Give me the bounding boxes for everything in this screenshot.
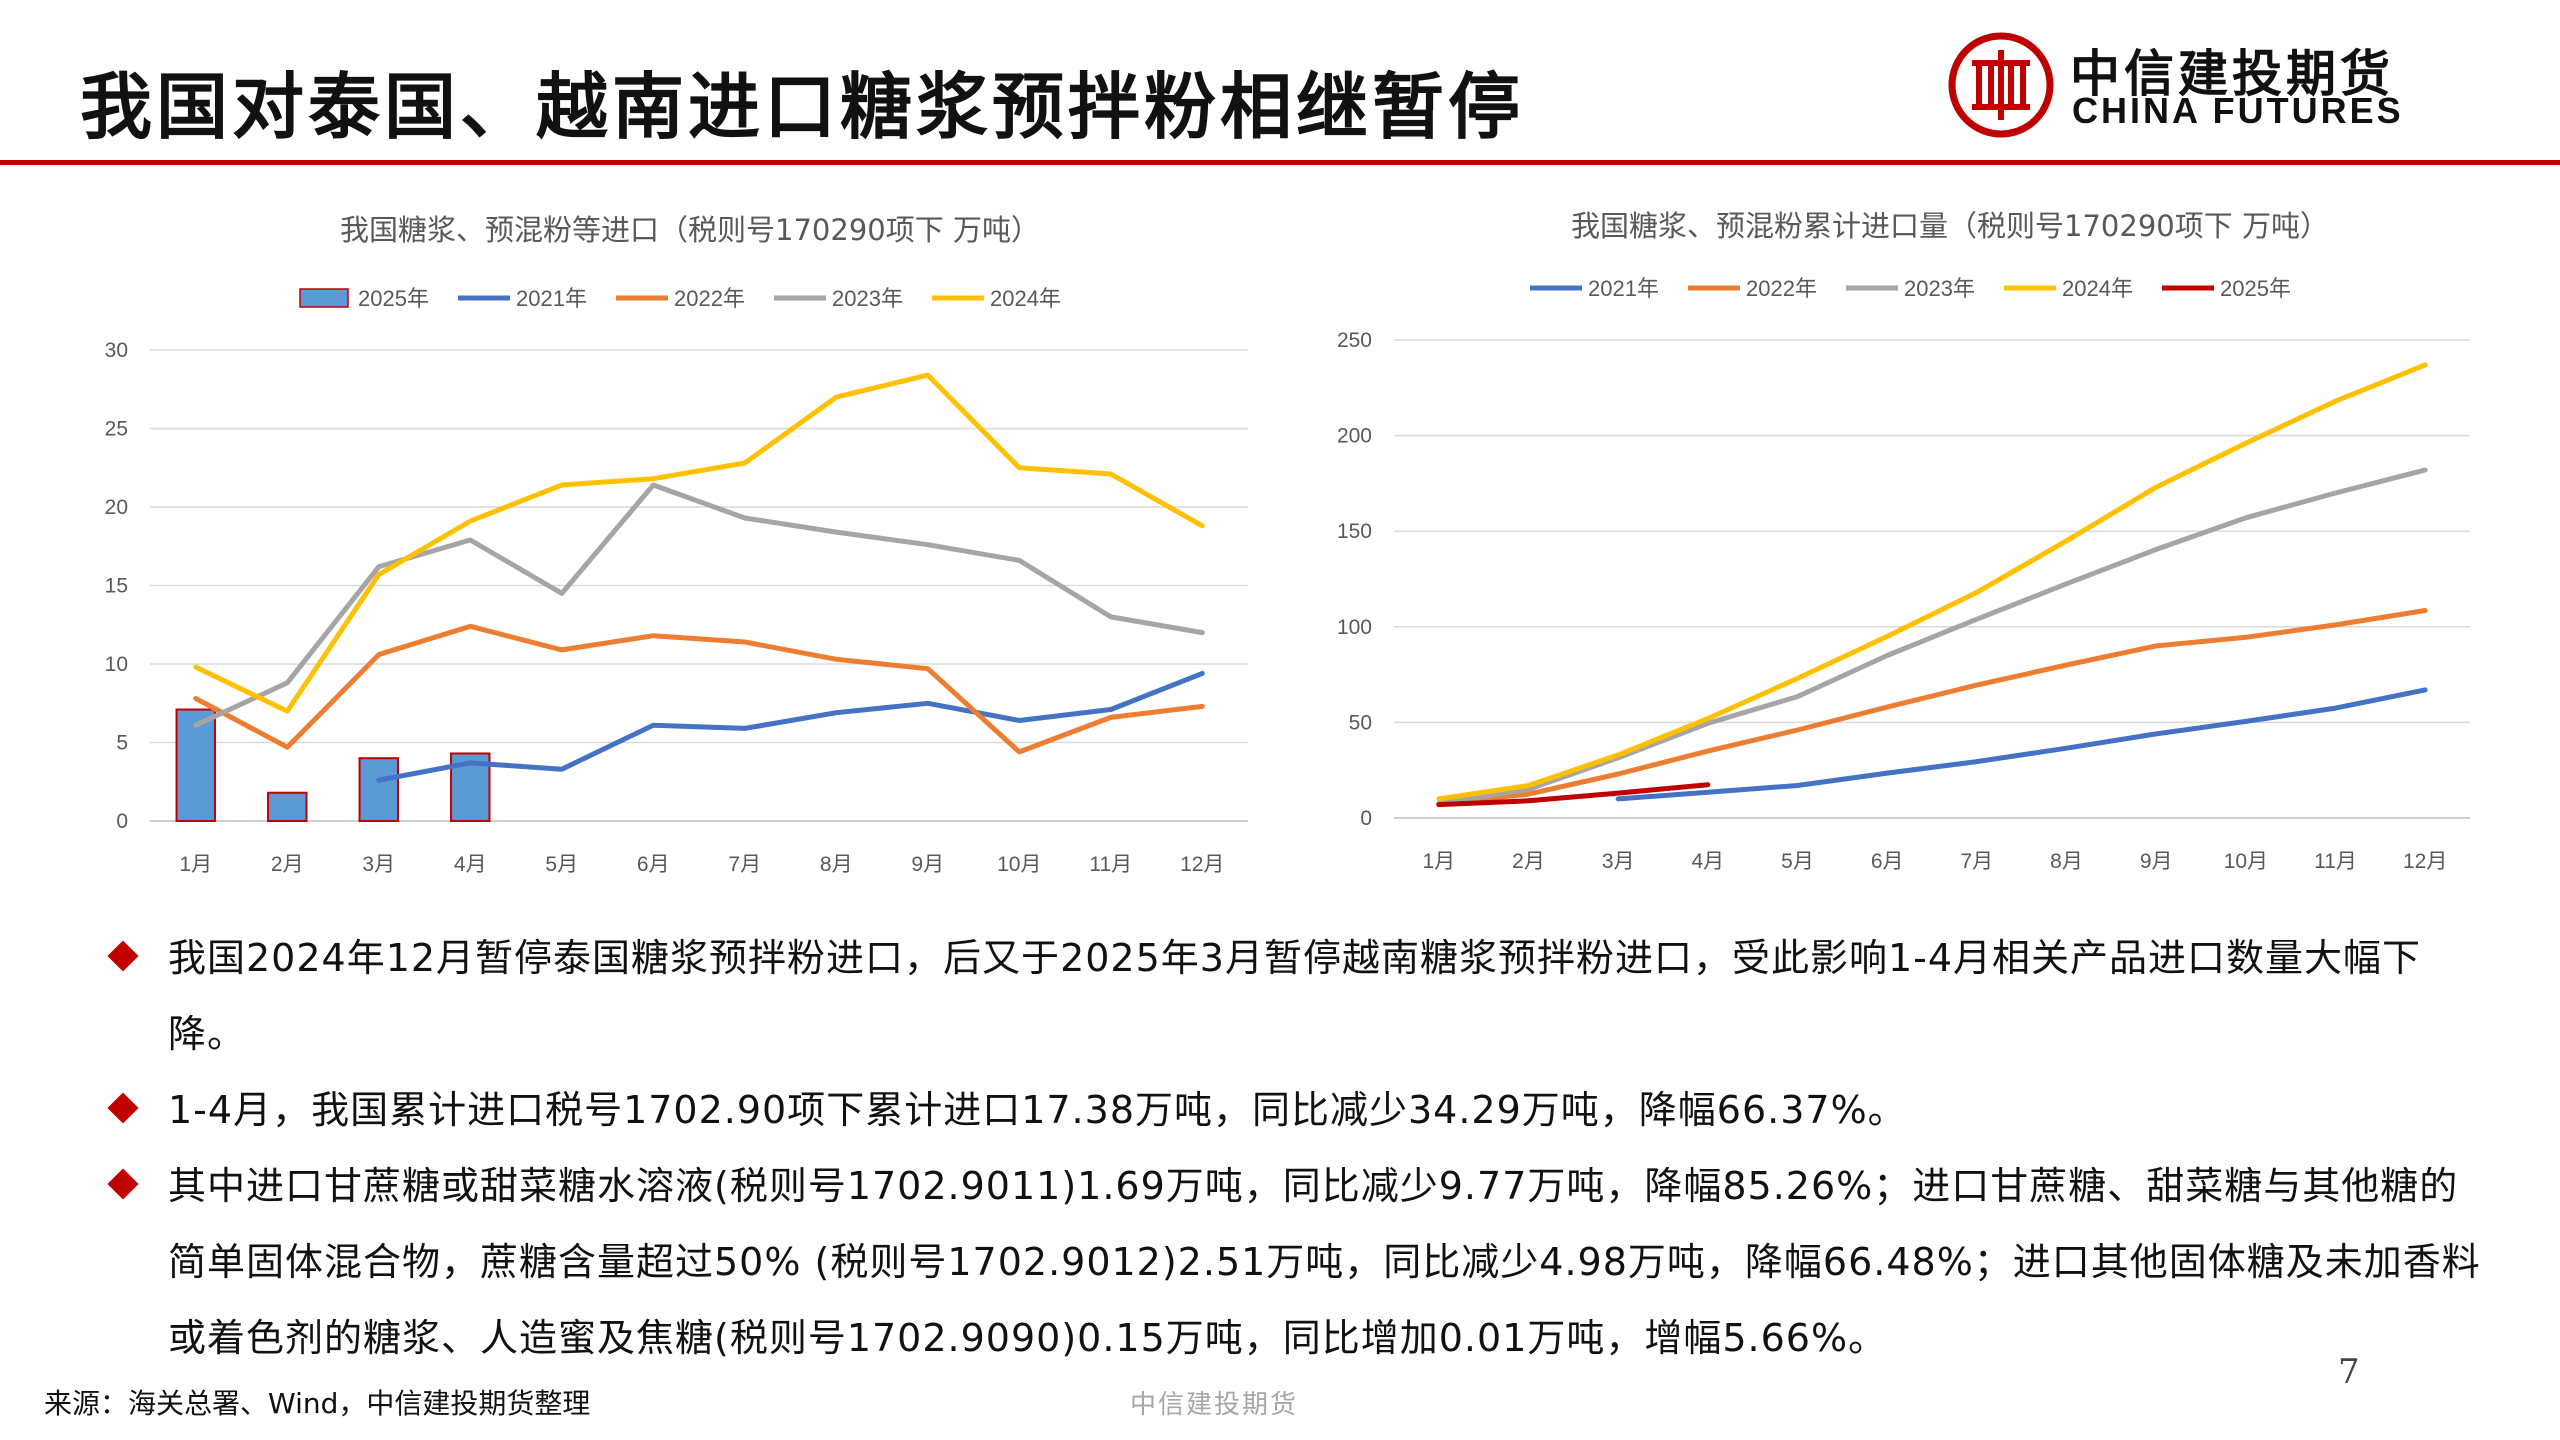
diamond-bullet-icon [107, 1092, 139, 1124]
y-tick-label: 0 [1360, 807, 1372, 830]
diamond-bullet-icon [107, 1168, 139, 1200]
diamond-bullet-icon [107, 940, 139, 972]
series-line-2021年 [376, 670, 1205, 783]
legend-label: 2025年 [2220, 276, 2291, 301]
x-tick-label: 11月 [2314, 850, 2357, 873]
series-line-2023年 [193, 482, 1205, 728]
monthly-import-chart: 我国糖浆、预混粉等进口（税则号170290项下 万吨） 0 5 10 15 20 25 30 1… [105, 213, 1248, 876]
series-line-2024年 [1436, 362, 2428, 802]
x-tick-label: 2月 [1512, 850, 1545, 873]
bullet-item: 1-4月，我国累计进口税号1702.90项下累计进口17.38万吨，同比减少34… [107, 1072, 2488, 1148]
x-tick-label: 8月 [820, 853, 853, 876]
bar-2025年 [267, 791, 308, 822]
x-tick-label: 3月 [1602, 850, 1635, 873]
x-tick-label: 5月 [545, 853, 578, 876]
footer-brand: 中信建投期货 [1130, 1390, 1299, 1420]
x-tick-label: 10月 [2224, 850, 2268, 873]
series-line-2025年 [1436, 782, 1711, 808]
series-line-2022年 [193, 623, 1205, 755]
y-tick-label: 250 [1337, 329, 1372, 352]
legend-swatch-2025年 [299, 288, 349, 308]
x-tick-label: 12月 [1180, 853, 1224, 876]
title-divider [0, 160, 2560, 165]
y-tick-label: 150 [1337, 520, 1372, 543]
citic-emblem-icon [1948, 32, 2054, 138]
x-tick-label: 4月 [454, 853, 487, 876]
company-logo: 中信建投期货 CHINA FUTURES [1948, 30, 2508, 140]
legend-label: 2021年 [1588, 276, 1659, 301]
series-line-2022年 [1436, 608, 2428, 807]
bullet-text: 1-4月，我国累计进口税号1702.90项下累计进口17.38万吨，同比减少34… [168, 1088, 1907, 1132]
logo-text-en: CHINA FUTURES [2072, 90, 2404, 131]
legend-label: 2022年 [1746, 276, 1817, 301]
legend-label: 2024年 [990, 286, 1061, 311]
x-tick-label: 9月 [2140, 850, 2173, 873]
legend-label: 2023年 [832, 286, 903, 311]
y-tick-label: 200 [1337, 425, 1372, 448]
bullet-text: 其中进口甘蔗糖或甜菜糖水溶液(税则号1702.9011)1.69万吨，同比减少9… [168, 1164, 2481, 1360]
y-tick-label: 10 [105, 653, 128, 676]
series-line-2021年 [1615, 687, 2428, 802]
y-tick-label: 25 [105, 418, 128, 441]
x-tick-label: 1月 [1422, 850, 1455, 873]
x-tick-label: 3月 [362, 853, 395, 876]
bar-2025年 [175, 708, 216, 822]
x-tick-label: 11月 [1089, 853, 1132, 876]
x-tick-label: 8月 [2050, 850, 2083, 873]
x-tick-label: 4月 [1691, 850, 1724, 873]
y-tick-label: 30 [105, 339, 128, 362]
series-line-2023年 [1436, 467, 2428, 807]
x-tick-label: 5月 [1781, 850, 1814, 873]
x-tick-label: 2月 [271, 853, 304, 876]
legend-label: 2022年 [674, 286, 745, 311]
y-tick-label: 0 [116, 810, 128, 833]
y-tick-label: 15 [105, 575, 128, 598]
chart-title: 我国糖浆、预混粉累计进口量（税则号170290项下 万吨） [1571, 209, 2329, 243]
x-tick-label: 12月 [2403, 850, 2447, 873]
legend-label: 2023年 [1904, 276, 1975, 301]
y-tick-label: 100 [1337, 616, 1372, 639]
x-tick-label: 9月 [911, 853, 944, 876]
bullet-list: 我国2024年12月暂停泰国糖浆预拌粉进口，后又于2025年3月暂停越南糖浆预拌… [107, 920, 2488, 1376]
bar-2025年 [358, 757, 399, 823]
legend-label: 2021年 [516, 286, 587, 311]
x-tick-label: 6月 [1871, 850, 1904, 873]
legend-label: 2024年 [2062, 276, 2133, 301]
bullet-item: 我国2024年12月暂停泰国糖浆预拌粉进口，后又于2025年3月暂停越南糖浆预拌… [107, 920, 2488, 1072]
x-tick-label: 7月 [728, 853, 761, 876]
cumulative-import-chart: 我国糖浆、预混粉累计进口量（税则号170290项下 万吨） 0 50 100 150 20… [1337, 209, 2470, 873]
y-tick-label: 20 [105, 496, 128, 519]
series-line-2024年 [193, 372, 1205, 714]
page-title: 我国对泰国、越南进口糖浆预拌粉相继暂停 [80, 64, 1525, 149]
legend-label: 2025年 [358, 286, 429, 311]
logo-text-cn: 中信建投期货 [2070, 45, 2394, 103]
bullet-text: 我国2024年12月暂停泰国糖浆预拌粉进口，后又于2025年3月暂停越南糖浆预拌… [168, 936, 2422, 1056]
x-tick-label: 10月 [997, 853, 1041, 876]
chart-title: 我国糖浆、预混粉等进口（税则号170290项下 万吨） [340, 213, 1040, 247]
bullet-item: 其中进口甘蔗糖或甜菜糖水溶液(税则号1702.9011)1.69万吨，同比减少9… [107, 1148, 2488, 1376]
y-tick-label: 5 [116, 732, 128, 755]
page-number: 7 [2338, 1352, 2360, 1392]
x-tick-label: 7月 [1960, 850, 1993, 873]
x-tick-label: 6月 [637, 853, 670, 876]
y-tick-label: 50 [1349, 711, 1372, 734]
source-note: 来源：海关总署、Wind，中信建投期货整理 [44, 1387, 591, 1420]
x-tick-label: 1月 [179, 853, 212, 876]
